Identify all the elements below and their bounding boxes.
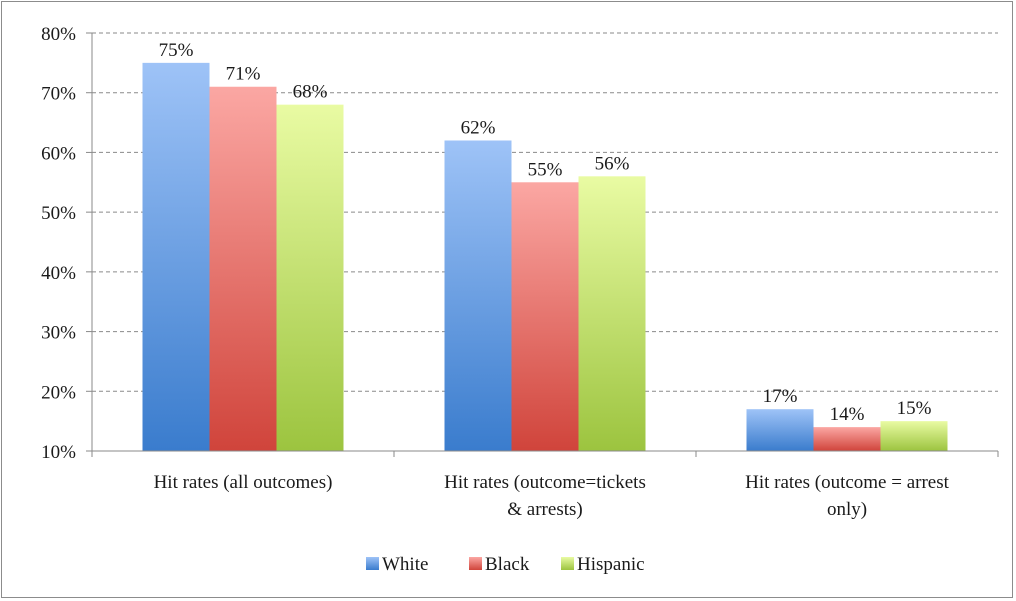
legend: White Black Hispanic — [366, 554, 645, 575]
bar-black — [813, 427, 881, 451]
legend-label: Black — [485, 554, 530, 575]
y-tick-label: 40% — [41, 263, 76, 284]
bar-hispanic — [578, 176, 646, 452]
category-label: Hit rates (all outcomes) — [154, 472, 333, 493]
category-label: Hit rates (outcome=tickets — [444, 472, 646, 493]
bar-black — [511, 182, 579, 452]
y-axis-ticks: 10% 20% 30% 40% 50% 60% 70% 80% — [41, 24, 92, 463]
data-label: 17% — [763, 386, 798, 407]
legend-label: White — [382, 554, 428, 575]
bar-white — [444, 140, 512, 451]
legend-swatch-hispanic — [561, 557, 574, 570]
data-label: 71% — [226, 64, 261, 85]
category-labels: Hit rates (all outcomes) Hit rates (outco… — [154, 472, 950, 520]
data-label: 15% — [897, 398, 932, 419]
data-labels: 75% 71% 68% 62% 55% 56% 17% 14% 15% — [159, 40, 932, 425]
y-tick-label: 30% — [41, 323, 76, 344]
legend-swatch-white — [366, 557, 379, 570]
y-tick-label: 20% — [41, 382, 76, 403]
data-label: 68% — [293, 82, 328, 103]
y-tick-label: 70% — [41, 84, 76, 105]
y-tick-label: 80% — [41, 24, 76, 45]
bar-white — [746, 409, 814, 451]
bar-hispanic — [276, 104, 344, 452]
data-label: 55% — [528, 159, 563, 180]
category-label: & arrests) — [507, 499, 582, 520]
data-label: 14% — [830, 404, 865, 425]
category-label: only) — [827, 499, 867, 520]
y-tick-label: 10% — [41, 442, 76, 463]
data-label: 75% — [159, 40, 194, 61]
category-label: Hit rates (outcome = arrest — [745, 472, 950, 493]
data-label: 62% — [461, 117, 496, 138]
bars — [142, 62, 948, 452]
data-label: 56% — [595, 153, 630, 174]
y-tick-label: 50% — [41, 203, 76, 224]
legend-swatch-black — [469, 557, 482, 570]
bar-white — [142, 62, 210, 451]
bar-hispanic — [880, 421, 948, 451]
legend-label: Hispanic — [577, 554, 645, 575]
y-tick-label: 60% — [41, 143, 76, 164]
axes — [91, 33, 999, 457]
bar-black — [209, 86, 277, 451]
